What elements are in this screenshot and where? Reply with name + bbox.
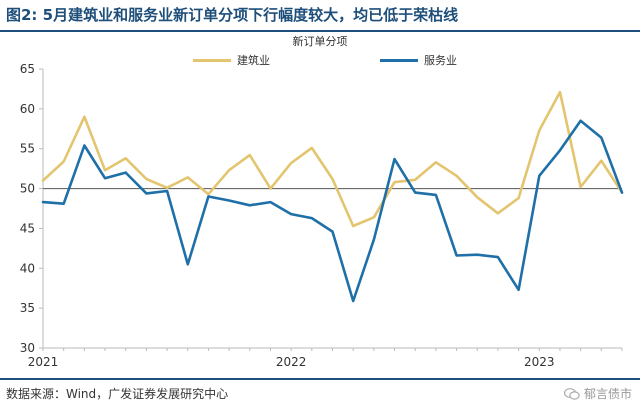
- y-tick-label: 60: [20, 102, 35, 116]
- series-line-construction: [41, 90, 624, 228]
- legend-item-services: 服务业: [380, 52, 457, 68]
- chart-title: 新订单分项: [292, 35, 348, 48]
- y-tick-label: 50: [20, 182, 35, 196]
- source-note: 数据来源：Wind，广发证券发展研究中心: [6, 387, 229, 401]
- series-line-services: [41, 119, 624, 303]
- y-tick-label: 65: [20, 62, 35, 76]
- x-tick-label: 2022: [276, 355, 307, 369]
- y-tick-label: 45: [20, 221, 35, 235]
- figure-title: 图2: 5月建筑业和服务业新订单分项下行幅度较大，均已低于荣枯线: [6, 6, 459, 24]
- line-chart: 30 35 40 45 50 55 60 65 2021 2022 2023: [20, 62, 624, 369]
- watermark: 郁言债市: [563, 385, 632, 402]
- legend-swatch-services: [380, 58, 418, 62]
- x-tick-label: 2023: [524, 355, 555, 369]
- y-tick-label: 55: [20, 142, 35, 156]
- legend-swatch-construction: [193, 58, 231, 62]
- y-tick-label: 30: [20, 341, 35, 355]
- chart-legend: 建筑业 服务业: [0, 52, 640, 72]
- figure-header: 图2: 5月建筑业和服务业新订单分项下行幅度较大，均已低于荣枯线: [0, 0, 640, 32]
- legend-label-construction: 建筑业: [237, 54, 270, 67]
- legend-item-construction: 建筑业: [193, 52, 270, 68]
- figure-footer: 数据来源：Wind，广发证券发展研究中心 郁言债市: [0, 378, 640, 411]
- legend-label-services: 服务业: [424, 54, 457, 67]
- wechat-icon: [563, 387, 580, 400]
- x-tick-label: 2021: [28, 355, 59, 369]
- y-tick-label: 35: [20, 301, 35, 315]
- watermark-text: 郁言债市: [583, 387, 632, 401]
- y-tick-label: 40: [20, 261, 35, 275]
